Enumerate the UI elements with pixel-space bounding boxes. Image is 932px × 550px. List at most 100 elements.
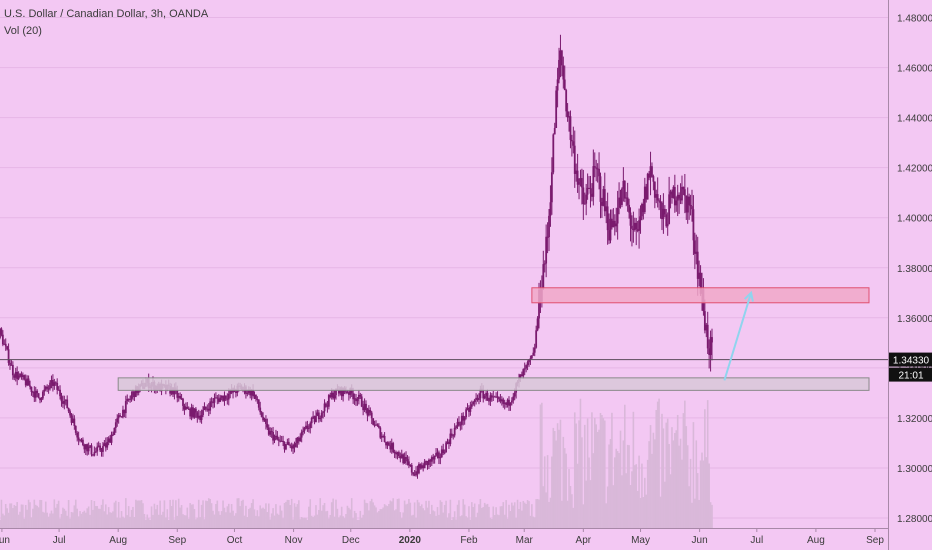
candle-body: [400, 454, 403, 459]
projection-arrow[interactable]: [723, 292, 753, 381]
candle-body: [213, 397, 216, 403]
candle-body: [413, 474, 416, 476]
candle-body: [409, 465, 412, 467]
candle-body: [412, 472, 415, 475]
y-tick-label: 1.48000: [897, 14, 932, 25]
candle-body: [206, 408, 209, 410]
candle-body: [279, 440, 282, 442]
candle-body: [10, 364, 13, 366]
y-tick-label: 1.40000: [897, 214, 932, 225]
candle-body: [709, 337, 712, 356]
candle-body: [542, 264, 545, 289]
candle-body: [194, 408, 197, 413]
volume-indicator-label[interactable]: Vol (20): [4, 25, 42, 37]
candle-body: [326, 405, 329, 407]
candle-body: [529, 358, 532, 360]
candle-body: [60, 396, 63, 402]
candle-body: [612, 220, 615, 228]
candle-body: [204, 406, 207, 409]
candle-body: [172, 387, 174, 395]
candle-body: [438, 452, 440, 459]
candle-body: [329, 395, 332, 398]
candle-body: [16, 371, 19, 380]
candle-body: [410, 465, 413, 473]
candle-body: [119, 415, 121, 417]
candle-body: [327, 395, 330, 407]
candle-body: [505, 402, 508, 405]
candle-body: [512, 396, 515, 401]
resistance-zone[interactable]: [531, 287, 870, 304]
candle-body: [0, 328, 1, 338]
candle-body: [552, 134, 555, 173]
candle-body: [297, 437, 300, 442]
candle-body: [49, 382, 51, 389]
candle-body: [192, 407, 194, 418]
candle-body: [678, 194, 681, 199]
candle-body: [109, 438, 111, 443]
candle-body: [270, 431, 273, 433]
candle-body: [592, 166, 595, 197]
candle-body: [96, 446, 99, 452]
candle-body: [79, 439, 81, 441]
candle-body: [559, 50, 562, 60]
candle-body: [200, 415, 203, 420]
candle-body: [330, 392, 333, 398]
candle-body: [72, 418, 74, 423]
candle-body: [393, 452, 396, 454]
candle-body: [20, 373, 23, 377]
candle-body: [122, 409, 124, 418]
candle-body: [606, 206, 609, 231]
candle-body: [641, 204, 643, 217]
candle-body: [692, 209, 695, 241]
candle-body: [632, 228, 635, 231]
candle-body: [522, 369, 525, 377]
candle-body: [418, 464, 420, 474]
candle-body: [691, 206, 693, 210]
candle-body: [696, 251, 699, 279]
candle-body: [322, 411, 325, 413]
candle-body: [273, 436, 276, 441]
candle-body: [433, 455, 436, 460]
x-tick-label: Feb: [460, 535, 478, 546]
candle-body: [626, 197, 629, 205]
candle-body: [599, 176, 602, 202]
candle-body: [619, 197, 622, 205]
candle-body: [383, 435, 386, 442]
candle-body: [553, 128, 556, 135]
candle-body: [520, 374, 523, 377]
candle-body: [280, 440, 283, 442]
candle-body: [558, 59, 560, 80]
candle-body: [679, 198, 682, 201]
candle-body: [369, 410, 372, 413]
candle-body: [86, 444, 89, 452]
candle-body: [66, 399, 69, 409]
countdown-label: 21:01: [898, 371, 923, 382]
candle-body: [363, 403, 366, 411]
x-tick-label: Jul: [53, 535, 66, 546]
candle-body: [54, 382, 57, 384]
candle-body: [430, 457, 433, 462]
candle-body: [263, 418, 266, 421]
candle-body: [293, 444, 296, 447]
support-zone[interactable]: [117, 377, 870, 391]
candle-body: [29, 385, 31, 387]
candle-body: [623, 180, 626, 199]
candle-body: [562, 65, 565, 80]
candle-body: [536, 318, 539, 331]
candle-body: [472, 402, 475, 405]
candle-body: [500, 399, 503, 402]
candle-body: [579, 178, 582, 182]
candle-body: [655, 194, 658, 198]
candle-body: [705, 324, 708, 331]
candle-body: [525, 365, 528, 369]
candle-body: [385, 441, 387, 446]
candle-body: [116, 418, 119, 423]
candle-body: [510, 400, 513, 403]
candle-body: [566, 111, 569, 118]
y-tick-label: 1.36000: [897, 314, 932, 325]
candle-body: [568, 116, 570, 118]
candle-body: [560, 50, 563, 66]
candle-body: [686, 196, 689, 213]
